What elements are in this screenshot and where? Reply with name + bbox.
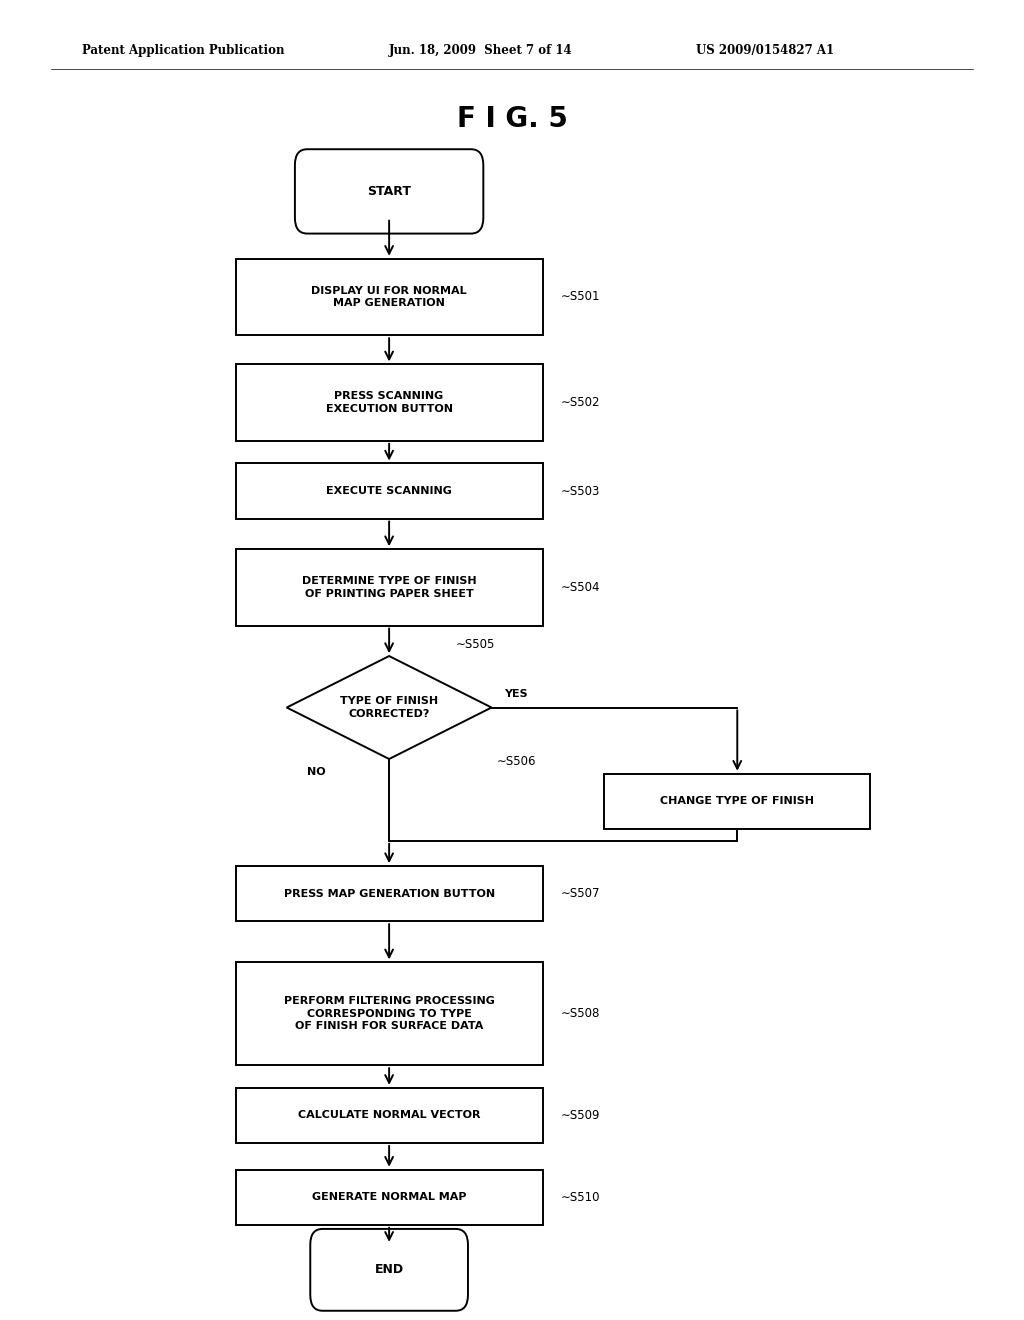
- Text: ∼S505: ∼S505: [456, 638, 495, 651]
- Bar: [236, 549, 543, 626]
- Text: PRESS MAP GENERATION BUTTON: PRESS MAP GENERATION BUTTON: [284, 888, 495, 899]
- Text: GENERATE NORMAL MAP: GENERATE NORMAL MAP: [312, 1192, 466, 1203]
- Text: CALCULATE NORMAL VECTOR: CALCULATE NORMAL VECTOR: [298, 1110, 480, 1121]
- FancyBboxPatch shape: [295, 149, 483, 234]
- Text: TYPE OF FINISH
CORRECTED?: TYPE OF FINISH CORRECTED?: [340, 697, 438, 718]
- Text: CHANGE TYPE OF FINISH: CHANGE TYPE OF FINISH: [660, 796, 814, 807]
- Bar: [236, 866, 543, 921]
- Text: PERFORM FILTERING PROCESSING
CORRESPONDING TO TYPE
OF FINISH FOR SURFACE DATA: PERFORM FILTERING PROCESSING CORRESPONDI…: [284, 997, 495, 1031]
- Text: ∼S509: ∼S509: [561, 1109, 601, 1122]
- Text: ∼S507: ∼S507: [561, 887, 601, 900]
- Text: ∼S508: ∼S508: [561, 1007, 600, 1020]
- Text: START: START: [368, 185, 411, 198]
- Text: ∼S502: ∼S502: [561, 396, 601, 409]
- Bar: [236, 364, 543, 441]
- Text: Jun. 18, 2009  Sheet 7 of 14: Jun. 18, 2009 Sheet 7 of 14: [389, 44, 572, 57]
- Bar: [236, 463, 543, 519]
- Text: END: END: [375, 1263, 403, 1276]
- Bar: [236, 259, 543, 335]
- Text: ∼S501: ∼S501: [561, 290, 601, 304]
- Text: PRESS SCANNING
EXECUTION BUTTON: PRESS SCANNING EXECUTION BUTTON: [326, 392, 453, 413]
- Bar: [604, 774, 870, 829]
- Text: EXECUTE SCANNING: EXECUTE SCANNING: [327, 486, 452, 496]
- Text: F I G. 5: F I G. 5: [457, 104, 567, 133]
- Text: DETERMINE TYPE OF FINISH
OF PRINTING PAPER SHEET: DETERMINE TYPE OF FINISH OF PRINTING PAP…: [302, 577, 476, 598]
- Text: ∼S506: ∼S506: [497, 755, 537, 768]
- Text: ∼S510: ∼S510: [561, 1191, 601, 1204]
- Text: YES: YES: [504, 689, 527, 700]
- FancyBboxPatch shape: [310, 1229, 468, 1311]
- Text: US 2009/0154827 A1: US 2009/0154827 A1: [696, 44, 835, 57]
- Text: NO: NO: [307, 767, 326, 777]
- Bar: [236, 1170, 543, 1225]
- Polygon shape: [287, 656, 492, 759]
- Bar: [236, 1088, 543, 1143]
- Text: ∼S503: ∼S503: [561, 484, 600, 498]
- Text: ∼S504: ∼S504: [561, 581, 601, 594]
- Bar: [236, 962, 543, 1065]
- Text: DISPLAY UI FOR NORMAL
MAP GENERATION: DISPLAY UI FOR NORMAL MAP GENERATION: [311, 286, 467, 308]
- Text: Patent Application Publication: Patent Application Publication: [82, 44, 285, 57]
